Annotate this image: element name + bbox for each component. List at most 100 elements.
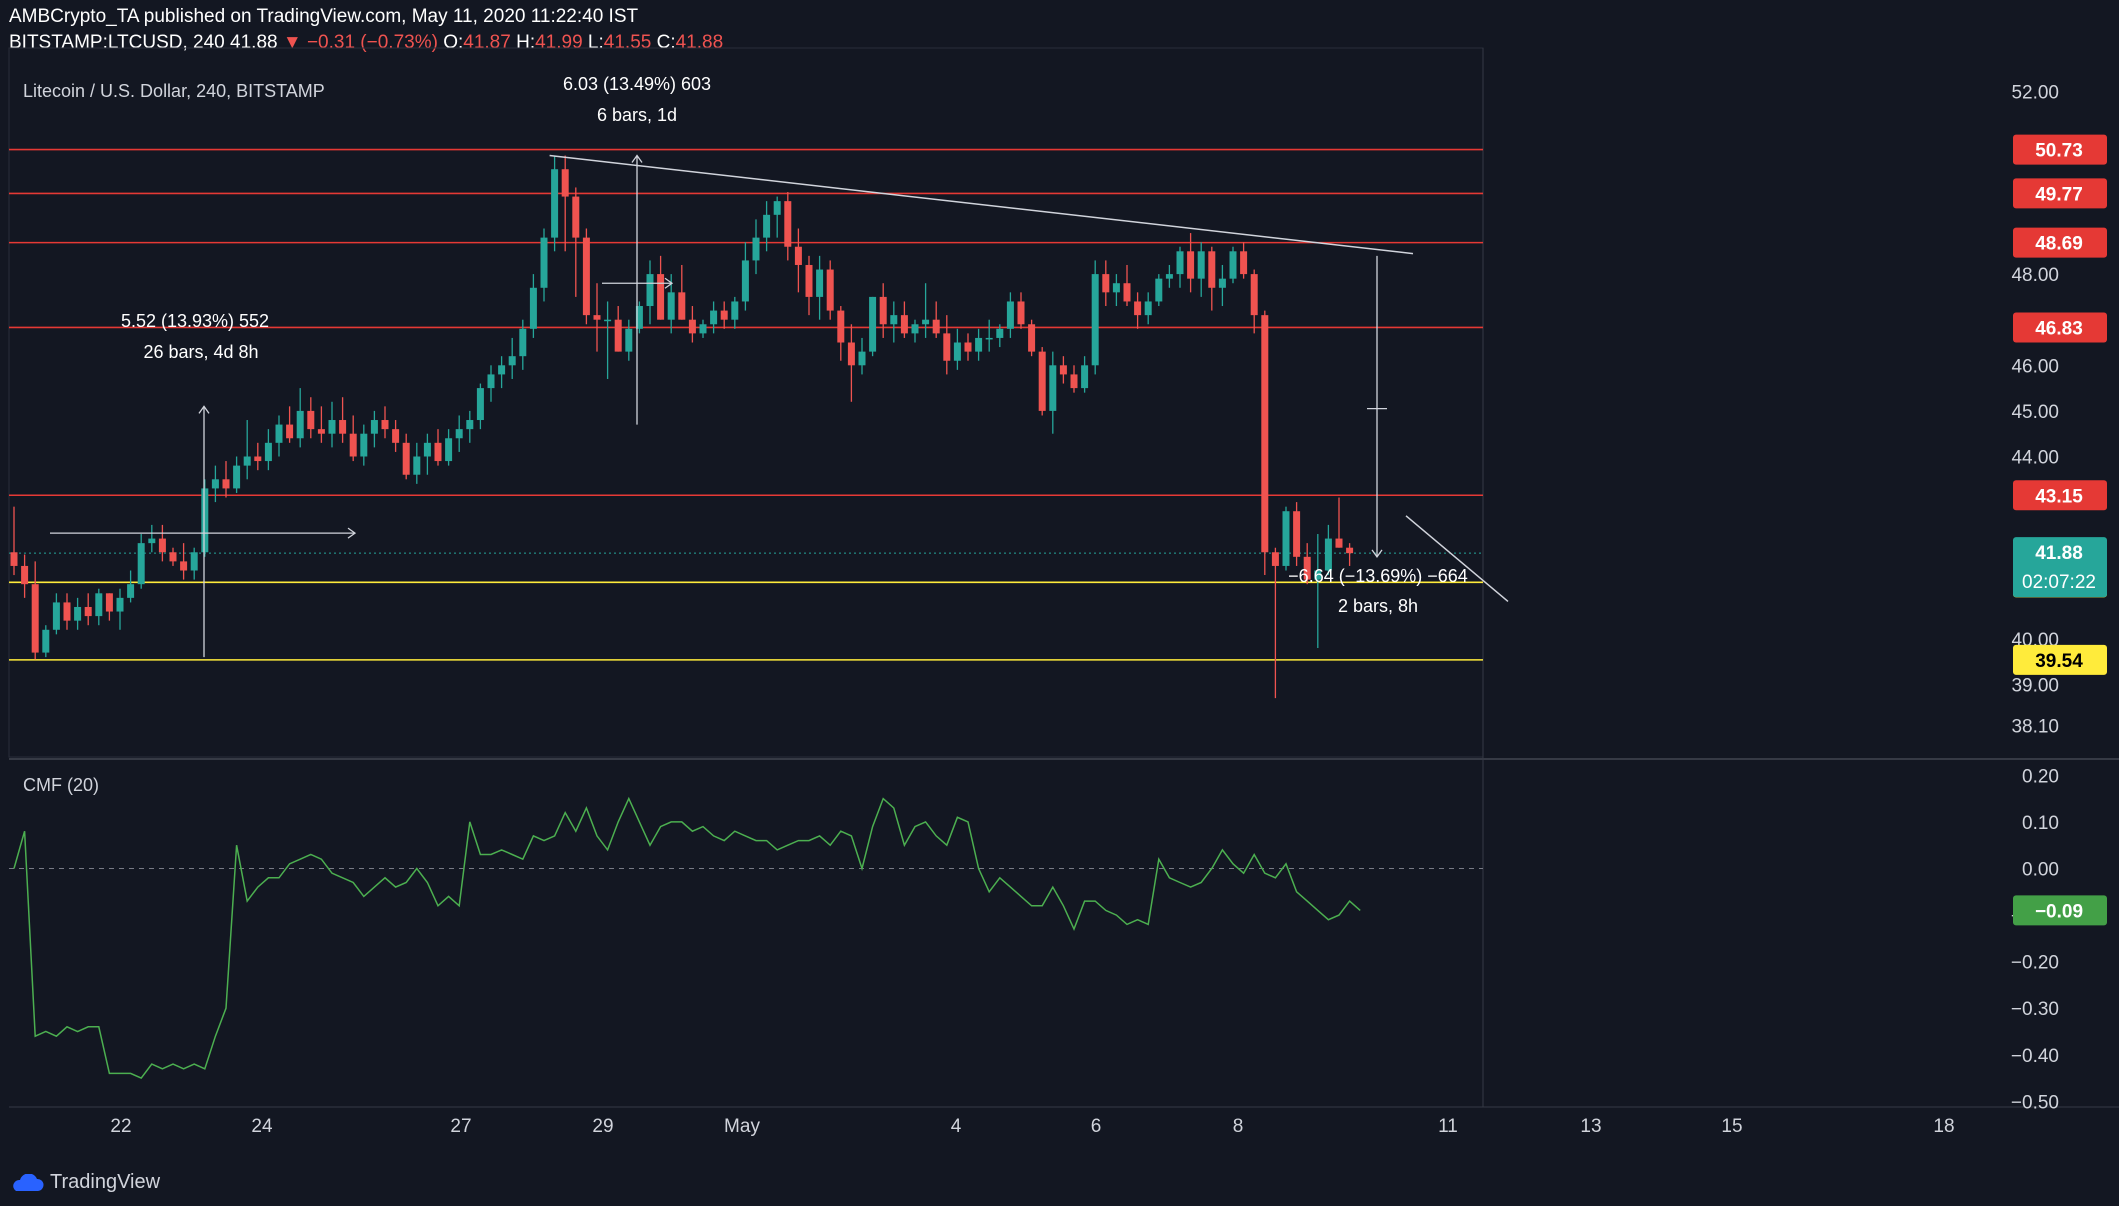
candle-down <box>1271 552 1279 566</box>
candle-up <box>699 324 707 334</box>
candle-up <box>763 214 771 238</box>
candle-down <box>169 552 177 562</box>
tradingview-cloud-icon <box>13 1173 44 1191</box>
candle-down <box>688 319 696 334</box>
candle-up <box>858 351 866 366</box>
candle-down <box>943 333 951 361</box>
candle-down <box>1250 274 1258 316</box>
time-tick-label: 8 <box>1233 1116 1244 1137</box>
candle-up <box>1229 251 1237 279</box>
candle-down <box>222 479 230 489</box>
candle-up <box>540 237 548 288</box>
candle-up <box>519 328 527 357</box>
main-pane-legend: Litecoin / U.S. Dollar, 240, BITSTAMP <box>23 81 325 101</box>
tradingview-logo-text: TradingView <box>50 1171 161 1193</box>
resistance-level-label: 50.73 <box>2035 141 2083 162</box>
time-tick-label: 13 <box>1580 1116 1601 1137</box>
candle-up <box>476 388 484 421</box>
candle-up <box>508 356 516 366</box>
candle-down <box>964 342 972 352</box>
candle-up <box>710 310 718 325</box>
current-price-label: 41.88 <box>2035 543 2083 564</box>
measure-2-label-2: 6 bars, 1d <box>597 105 677 125</box>
candle-down <box>31 584 39 653</box>
candle-up <box>137 543 145 585</box>
candle-down <box>582 237 590 316</box>
candle-up <box>487 374 495 389</box>
candle-up <box>752 237 760 261</box>
candle-up <box>551 169 559 238</box>
candle-up <box>116 597 124 612</box>
candle-down <box>339 420 347 434</box>
candle-down <box>349 433 357 457</box>
candle-down <box>1208 251 1216 288</box>
candle-down <box>1070 374 1078 389</box>
publisher-line: AMBCrypto_TA published on TradingView.co… <box>9 6 639 27</box>
candle-down <box>1335 538 1343 548</box>
support-level-label: 39.54 <box>2035 651 2083 672</box>
candle-down <box>1102 274 1110 293</box>
candle-down <box>1134 301 1142 316</box>
candle-up <box>953 342 961 361</box>
candle-down <box>1303 556 1311 580</box>
candle-up <box>423 442 431 457</box>
candle-up <box>869 296 877 352</box>
candle-up <box>243 456 251 466</box>
candle-down <box>900 315 908 334</box>
time-tick-label: 27 <box>450 1116 471 1137</box>
measure-1-h-head <box>347 527 357 539</box>
price-tick-label: 46.00 <box>2011 356 2059 377</box>
candle-up <box>646 274 654 307</box>
cmf-tick-label: −0.40 <box>2011 1046 2059 1067</box>
time-tick-label: 29 <box>592 1116 613 1137</box>
candle-up <box>1282 511 1290 566</box>
candle-up <box>264 442 272 462</box>
measure-3-label-1: −6.64 (−13.69%) −664 <box>1288 566 1468 586</box>
candle-down <box>1038 351 1046 411</box>
candle-down <box>1293 511 1301 557</box>
candle-up <box>529 287 537 329</box>
candle-down <box>158 538 166 553</box>
candle-down <box>1240 251 1248 275</box>
time-tick-label: 11 <box>1438 1116 1458 1137</box>
candle-down <box>657 274 665 320</box>
tradingview-logo[interactable]: TradingView <box>10 1171 160 1194</box>
candle-up <box>1049 365 1057 411</box>
resistance-level-badge <box>2013 178 2107 209</box>
cmf-line <box>13 796 1361 1080</box>
candle-up <box>773 201 781 215</box>
candle-up <box>233 465 241 489</box>
measure-3-label-2: 2 bars, 8h <box>1338 596 1418 616</box>
current-price-badge <box>2013 537 2107 598</box>
candle-up <box>996 328 1004 338</box>
candle-up <box>1165 274 1173 279</box>
time-tick-label: 18 <box>1933 1116 1954 1137</box>
cmf-tick-label: 0.20 <box>2022 766 2059 787</box>
measure-3-v-head <box>1371 549 1383 558</box>
candle-up <box>635 306 643 329</box>
candle-down <box>837 310 845 343</box>
candle-down <box>1028 324 1036 352</box>
support-level-badge <box>2013 644 2107 675</box>
candle-up <box>1081 365 1089 389</box>
candle-down <box>286 424 294 439</box>
candle-up <box>201 488 209 553</box>
price-tick-label: 48.00 <box>2011 265 2059 286</box>
measure-1-label-1: 5.52 (13.93%) 552 <box>121 311 269 331</box>
time-tick-label: 24 <box>251 1116 273 1137</box>
candle-up <box>211 479 219 489</box>
measure-1-v-head <box>198 405 210 414</box>
time-tick-label: 15 <box>1721 1116 1742 1137</box>
candle-down <box>1017 301 1025 325</box>
candle-up <box>74 606 82 621</box>
resistance-level-label: 43.15 <box>2035 486 2083 507</box>
candle-down <box>720 310 728 320</box>
cmf-tick-label: 0.00 <box>2022 860 2059 881</box>
candle-down <box>392 429 400 443</box>
price-tick-label: 45.00 <box>2011 402 2059 423</box>
descending-trendline <box>549 154 1414 255</box>
countdown-label: 02:07:22 <box>2022 572 2096 593</box>
resistance-level-label: 46.83 <box>2035 318 2083 339</box>
candle-down <box>614 319 622 352</box>
